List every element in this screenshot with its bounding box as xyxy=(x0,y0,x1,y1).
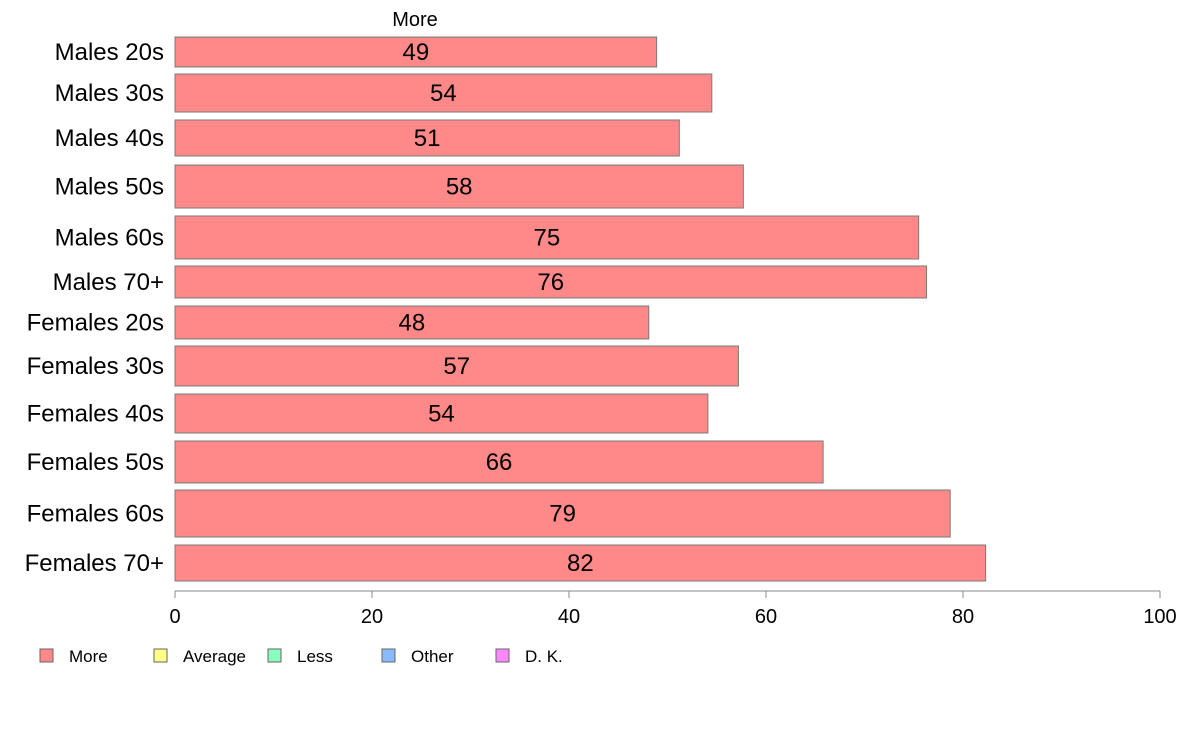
category-label: Males 50s xyxy=(55,174,164,201)
category-label: Females 50s xyxy=(27,449,164,476)
category-label: Females 70+ xyxy=(25,550,164,577)
legend-label: Less xyxy=(297,647,333,666)
x-axis: 0 20 40 60 80 100 xyxy=(169,590,1177,628)
legend-swatch xyxy=(381,648,396,663)
category-label: Females 20s xyxy=(27,310,164,337)
bar-value-label: 66 xyxy=(486,449,513,476)
category-label: Males 20s xyxy=(55,39,164,66)
bar-value-label: 58 xyxy=(446,174,473,201)
x-tick-label: 0 xyxy=(169,606,180,628)
bar xyxy=(174,440,824,484)
bar-value-label: 57 xyxy=(443,353,470,380)
legend-swatch xyxy=(153,648,168,663)
bar-value-label: 82 xyxy=(567,550,594,577)
category-label: Females 40s xyxy=(27,401,164,428)
bar xyxy=(174,489,951,538)
bar-value-label: 79 xyxy=(549,501,576,528)
x-tick-label: 80 xyxy=(952,606,974,628)
x-tick-label: 100 xyxy=(1143,606,1176,628)
legend: More Average Less Other D. K. xyxy=(39,647,563,666)
legend-swatch xyxy=(495,648,510,663)
bar-value-label: 49 xyxy=(402,39,429,66)
bar-value-label: 51 xyxy=(414,125,441,152)
bar-value-label: 48 xyxy=(399,310,426,337)
bars-group: Males 20s 49 Males 30s 54 Males 40s 51 Males 5… xyxy=(25,36,987,582)
bar xyxy=(174,36,658,68)
category-label: Males 60s xyxy=(55,225,164,252)
legend-label: D. K. xyxy=(525,647,563,666)
bar-value-label: 54 xyxy=(428,401,455,428)
bar-value-label: 54 xyxy=(430,80,457,107)
legend-swatch xyxy=(267,648,282,663)
bar xyxy=(174,215,920,260)
series-title: More xyxy=(392,9,438,31)
legend-label: Other xyxy=(411,647,454,666)
category-label: Males 30s xyxy=(55,80,164,107)
bar xyxy=(174,544,987,582)
bar xyxy=(174,265,928,299)
x-tick-label: 40 xyxy=(558,606,580,628)
bar-value-label: 75 xyxy=(533,225,560,252)
bar xyxy=(174,119,680,157)
category-label: Females 60s xyxy=(27,501,164,528)
x-tick-label: 60 xyxy=(755,606,777,628)
bar-value-label: 76 xyxy=(537,269,564,296)
bar xyxy=(174,393,709,434)
bar xyxy=(174,345,739,387)
bar xyxy=(174,164,744,209)
category-label: Males 40s xyxy=(55,125,164,152)
legend-label: More xyxy=(69,647,108,666)
legend-swatch xyxy=(39,648,54,663)
bar xyxy=(174,305,650,340)
legend-label: Average xyxy=(183,647,246,666)
category-label: Females 30s xyxy=(27,353,164,380)
category-label: Males 70+ xyxy=(53,269,164,296)
x-tick-label: 20 xyxy=(361,606,383,628)
bar xyxy=(174,73,713,113)
